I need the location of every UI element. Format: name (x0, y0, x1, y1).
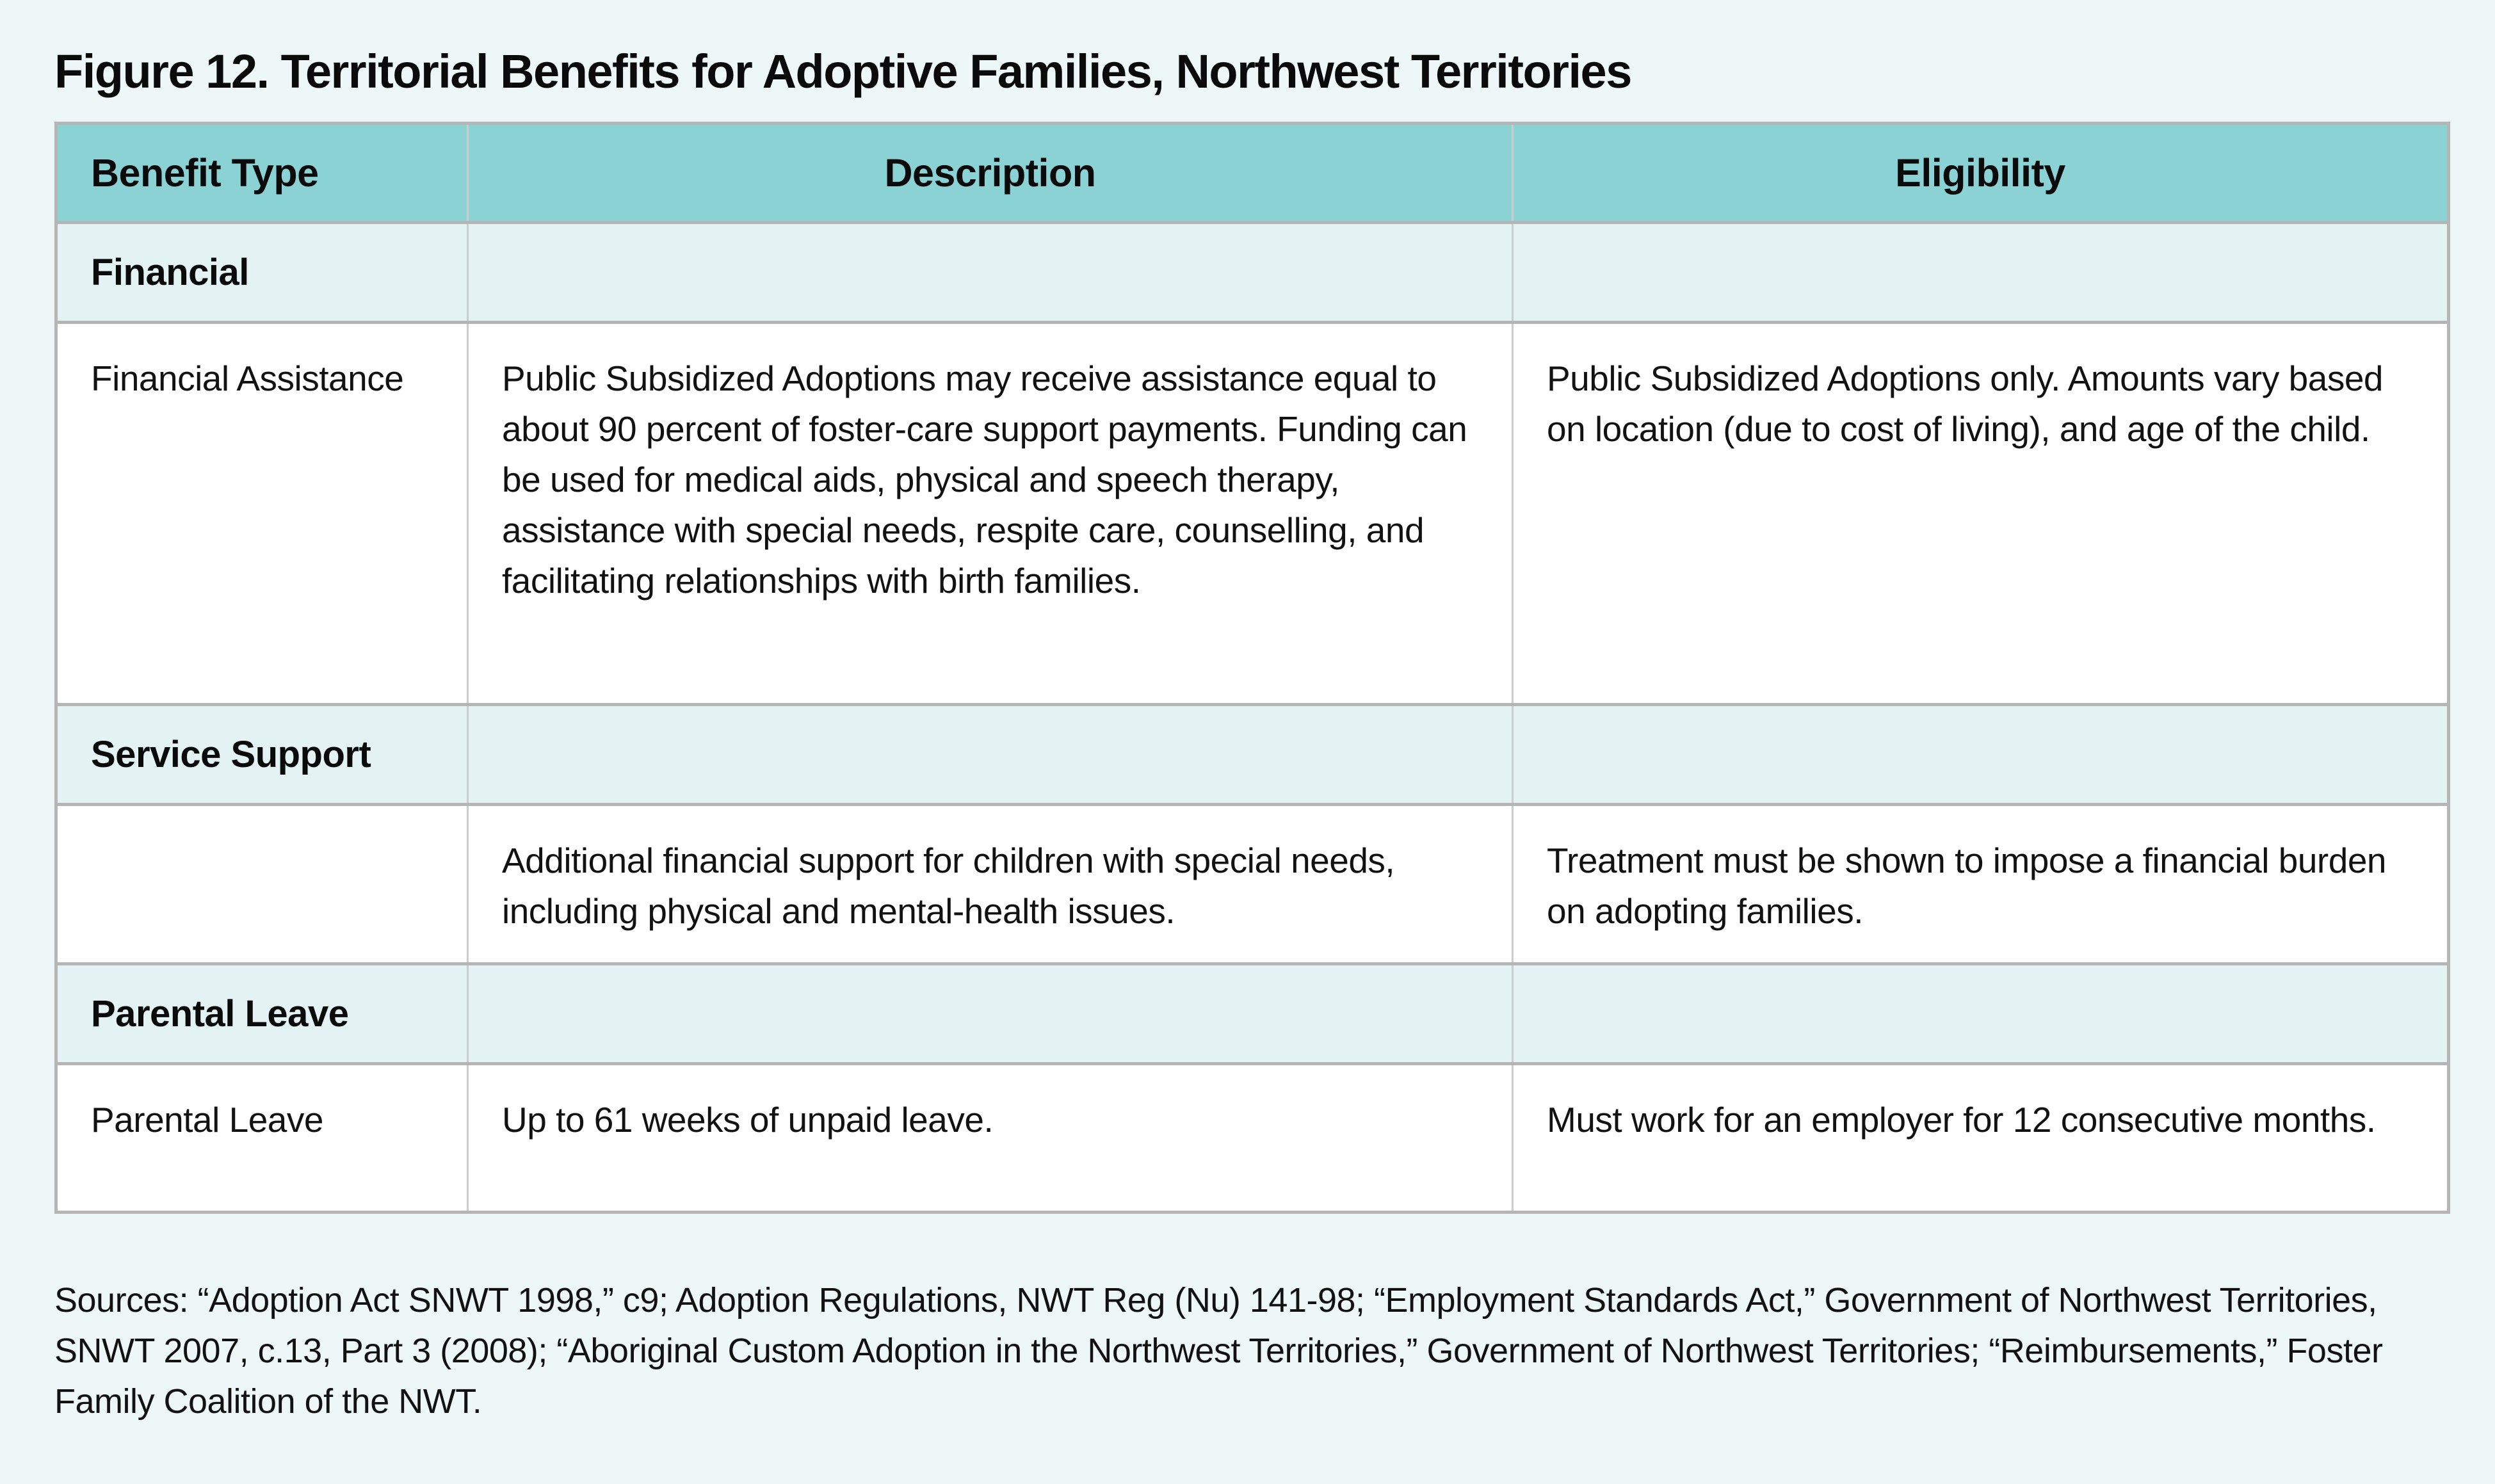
table-row-financial-assistance: Financial Assistance Public Subsidized A… (55, 321, 2450, 706)
header-description: Description (467, 122, 1514, 224)
benefits-table: Benefit Type Description Eligibility Fin… (54, 122, 2450, 1214)
table-header-row: Benefit Type Description Eligibility (55, 122, 2450, 224)
table-row-service-support: Additional financial support for childre… (55, 803, 2450, 965)
category-empty-cell (1512, 703, 2450, 806)
category-empty-cell (467, 962, 1514, 1065)
category-label: Financial (55, 221, 469, 324)
benefit-type-cell: Parental Leave (55, 1062, 469, 1214)
description-cell: Up to 61 weeks of unpaid leave. (467, 1062, 1514, 1214)
sources-note: Sources: “Adoption Act SNWT 1998,” c9; A… (54, 1281, 2383, 1421)
eligibility-cell: Treatment must be shown to impose a fina… (1512, 803, 2450, 965)
eligibility-cell: Public Subsidized Adoptions only. Amount… (1512, 321, 2450, 706)
table-row-parental-leave: Parental Leave Up to 61 weeks of unpaid … (55, 1062, 2450, 1214)
benefit-type-cell: Financial Assistance (55, 321, 469, 706)
category-row-parental-leave: Parental Leave (55, 962, 2450, 1065)
category-empty-cell (467, 703, 1514, 806)
category-empty-cell (1512, 962, 2450, 1065)
description-cell: Additional financial support for childre… (467, 803, 1514, 965)
category-empty-cell (467, 221, 1514, 324)
eligibility-cell: Must work for an employer for 12 consecu… (1512, 1062, 2450, 1214)
category-empty-cell (1512, 221, 2450, 324)
category-row-service-support: Service Support (55, 703, 2450, 806)
header-benefit-type: Benefit Type (55, 122, 469, 224)
category-label: Parental Leave (55, 962, 469, 1065)
category-row-financial: Financial (55, 221, 2450, 324)
category-label: Service Support (55, 703, 469, 806)
description-cell: Public Subsidized Adoptions may receive … (467, 321, 1514, 706)
benefit-type-cell (55, 803, 469, 965)
page-title: Figure 12. Territorial Benefits for Adop… (54, 45, 1632, 98)
figure-content: Figure 12. Territorial Benefits for Adop… (54, 45, 2450, 1421)
header-eligibility: Eligibility (1512, 122, 2450, 224)
